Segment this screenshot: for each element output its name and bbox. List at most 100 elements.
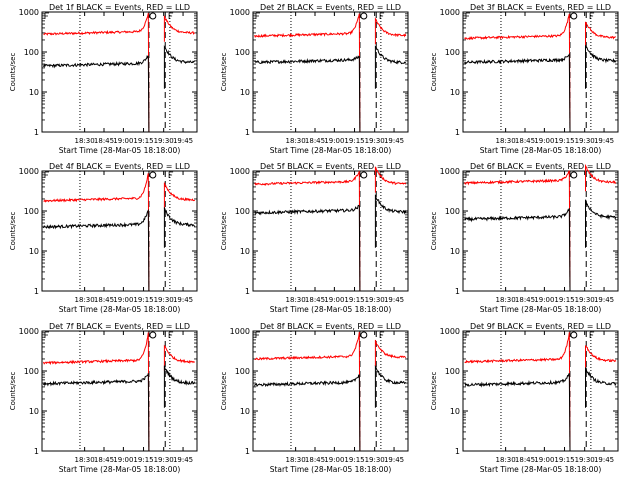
series-lld-line <box>254 331 361 452</box>
x-tick-label: 19:30 <box>575 456 595 464</box>
y-tick-label: 1000 <box>230 8 250 17</box>
series-events-line <box>374 194 407 248</box>
plot-frame <box>462 11 619 133</box>
y-tick-label: 10 <box>240 247 250 256</box>
series-events-line <box>254 55 361 133</box>
saa-marker <box>570 331 578 339</box>
panel-title: Det 1f BLACK = Events, RED = LLD <box>49 3 190 12</box>
x-tick-label: 19:30 <box>365 456 385 464</box>
y-tick-label: 10 <box>29 88 39 97</box>
x-tick-label: 19:15 <box>344 137 364 145</box>
plot-frame <box>252 330 409 452</box>
x-tick-label: 19:15 <box>133 137 153 145</box>
y-tick-label: 10 <box>450 247 460 256</box>
plot-frame <box>252 11 409 133</box>
series-events-line <box>585 367 617 408</box>
series-events-line <box>464 208 571 292</box>
panel-7: Det 7f BLACK = Events, RED = LLD 1 10 100 10… <box>9 322 198 474</box>
y-tick-label: 1 <box>34 447 39 456</box>
x-tick-label: 19:00 <box>534 456 554 464</box>
y-tick-label: 10 <box>450 88 460 97</box>
series-lld-line <box>254 170 361 292</box>
y-axis-label: Counts/sec <box>9 212 17 251</box>
x-tick-label: 18:45 <box>305 137 325 145</box>
x-tick-label: 19:45 <box>384 456 404 464</box>
series-events-line <box>374 45 407 89</box>
panel-4: Det 4f BLACK = Events, RED = LLD 1 10 100 10… <box>9 162 198 314</box>
y-tick-label: 100 <box>445 207 460 216</box>
saa-marker <box>360 171 368 179</box>
y-tick-label: 100 <box>24 367 39 376</box>
panel-title: Det 9f BLACK = Events, RED = LLD <box>470 322 611 331</box>
series-lld-line <box>464 332 571 452</box>
series-events-line <box>464 52 571 133</box>
y-tick-label: 1000 <box>19 167 39 176</box>
x-tick-label: 18:30 <box>75 456 95 464</box>
y-tick-label: 10 <box>240 407 250 416</box>
panel-5: Det 5f BLACK = Events, RED = LLD 1 10 100 10… <box>220 162 409 314</box>
y-axis-label: Counts/sec <box>9 53 17 92</box>
y-tick-label: 10 <box>29 247 39 256</box>
e-marker <box>255 331 260 338</box>
e-marker <box>465 12 470 19</box>
x-tick-label: 18:45 <box>515 296 535 304</box>
x-tick-label: 19:30 <box>575 137 595 145</box>
y-tick-label: 1 <box>455 447 460 456</box>
x-tick-label: 19:00 <box>113 296 133 304</box>
x-tick-label: 18:45 <box>515 456 535 464</box>
series-lld-line <box>585 21 616 47</box>
saa-marker <box>360 331 368 339</box>
panel-title: Det 4f BLACK = Events, RED = LLD <box>49 162 190 171</box>
saa-marker <box>360 12 368 20</box>
x-tick-label: 18:45 <box>305 456 325 464</box>
y-axis-label: Counts/sec <box>430 372 438 411</box>
series-events-line <box>464 372 571 452</box>
x-tick-label: 19:30 <box>154 296 174 304</box>
plot-frame <box>252 170 409 292</box>
e-marker <box>255 171 260 178</box>
f-marker <box>379 331 385 338</box>
series-lld-line <box>43 173 150 292</box>
x-tick-label: 19:15 <box>133 456 153 464</box>
x-tick-label: 18:30 <box>496 296 516 304</box>
panel-8: Det 8f BLACK = Events, RED = LLD 1 10 100 10… <box>220 322 409 474</box>
saa-marker <box>570 171 578 179</box>
x-axis-label: Start Time (28-Mar-05 18:18:00) <box>270 305 392 314</box>
panel-2: Det 2f BLACK = Events, RED = LLD 1 10 100 10… <box>220 3 409 155</box>
series-lld-line <box>464 13 571 133</box>
x-tick-label: 19:00 <box>534 137 554 145</box>
panel-title: Det 5f BLACK = Events, RED = LLD <box>260 162 401 171</box>
x-tick-label: 18:30 <box>75 137 95 145</box>
x-tick-label: 19:15 <box>344 296 364 304</box>
y-tick-label: 1 <box>245 447 250 456</box>
y-tick-label: 1000 <box>440 327 460 336</box>
e-marker <box>465 331 470 338</box>
saa-marker <box>149 171 157 179</box>
series-events-line <box>254 204 361 292</box>
e-marker <box>255 12 260 19</box>
y-axis-label: Counts/sec <box>430 212 438 251</box>
y-tick-label: 10 <box>29 407 39 416</box>
series-events-line <box>43 373 150 452</box>
series-events-line <box>163 365 196 408</box>
panel-title: Det 8f BLACK = Events, RED = LLD <box>260 322 401 331</box>
y-tick-label: 1 <box>34 287 39 296</box>
x-tick-label: 19:45 <box>384 137 404 145</box>
x-tick-label: 18:45 <box>94 137 114 145</box>
x-tick-label: 18:45 <box>515 137 535 145</box>
y-tick-label: 100 <box>445 48 460 57</box>
x-tick-label: 19:30 <box>154 137 174 145</box>
plot-frame <box>41 11 198 133</box>
y-tick-label: 10 <box>240 88 250 97</box>
y-axis-label: Counts/sec <box>220 372 228 411</box>
x-tick-label: 18:45 <box>305 296 325 304</box>
f-marker <box>589 331 595 338</box>
panel-1: Det 1f BLACK = Events, RED = LLD 1 10 100 10… <box>9 3 198 155</box>
series-lld-line <box>585 163 617 192</box>
x-tick-label: 19:45 <box>594 296 614 304</box>
x-tick-label: 19:45 <box>594 137 614 145</box>
e-marker <box>44 171 49 178</box>
series-events-line <box>585 44 617 89</box>
